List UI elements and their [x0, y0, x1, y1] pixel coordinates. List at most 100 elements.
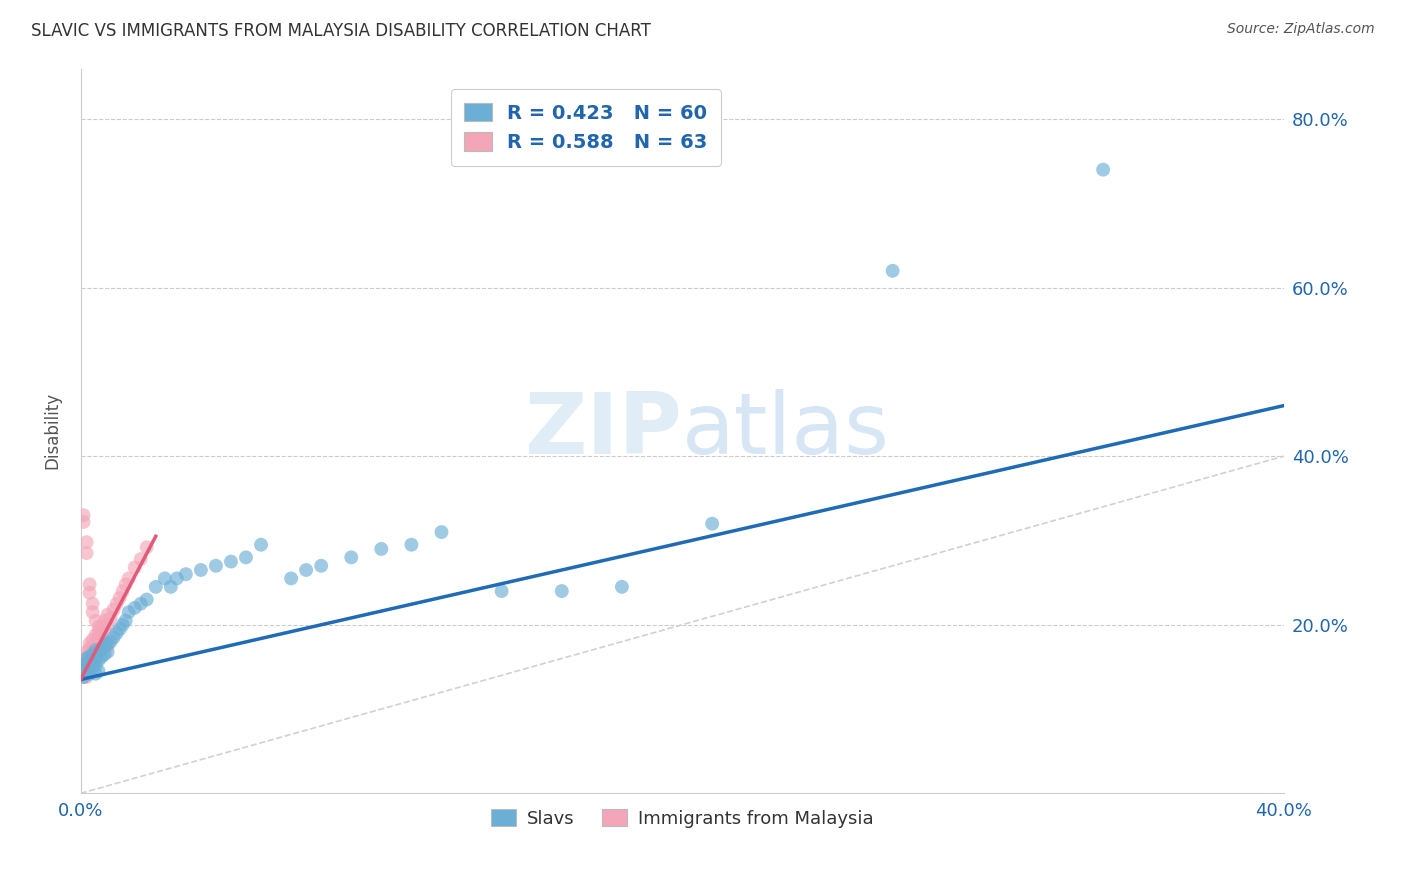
Point [72, 664, 94, 678]
Point [97, 607, 120, 622]
Y-axis label: Disability: Disability [44, 392, 60, 469]
Point [87, 631, 110, 645]
Point [145, 580, 167, 594]
Point [401, 538, 423, 552]
Point [190, 563, 212, 577]
Point [84, 643, 107, 657]
Point [79, 664, 101, 678]
Point [100, 611, 122, 625]
Point [84, 666, 107, 681]
Point [84, 649, 107, 664]
Point [174, 567, 197, 582]
Point [114, 577, 136, 591]
Point [79, 649, 101, 664]
Point [79, 666, 101, 681]
Point [135, 592, 157, 607]
Point [82, 656, 104, 670]
Point [72, 658, 94, 673]
Point [72, 664, 94, 678]
Point [72, 662, 94, 676]
Point [72, 670, 94, 684]
Point [491, 584, 513, 599]
Point [295, 563, 318, 577]
Point [76, 546, 98, 560]
Point [97, 645, 120, 659]
Point [90, 641, 112, 656]
Point [103, 602, 125, 616]
Point [76, 649, 98, 664]
Point [340, 550, 363, 565]
Point [79, 636, 101, 650]
Point [129, 597, 152, 611]
Point [82, 632, 104, 647]
Point [280, 571, 302, 585]
Point [111, 617, 134, 632]
Point [76, 656, 98, 670]
Point [93, 614, 115, 628]
Point [250, 538, 273, 552]
Point [76, 656, 98, 670]
Point [235, 550, 257, 565]
Point [219, 555, 242, 569]
Point [76, 665, 98, 680]
Point [79, 586, 101, 600]
Point [82, 597, 104, 611]
Point [82, 653, 104, 667]
Point [72, 515, 94, 529]
Point [118, 571, 141, 585]
Point [76, 662, 98, 676]
Point [84, 651, 107, 665]
Point [90, 649, 112, 664]
Point [79, 653, 101, 667]
Point [166, 571, 188, 585]
Point [108, 622, 131, 636]
Point [76, 670, 98, 684]
Point [79, 649, 101, 664]
Point [87, 636, 110, 650]
Point [87, 664, 110, 678]
Point [205, 558, 228, 573]
Point [93, 639, 115, 653]
Point [72, 668, 94, 682]
Text: atlas: atlas [682, 390, 890, 473]
Point [82, 605, 104, 619]
Point [79, 653, 101, 667]
Point [90, 628, 112, 642]
Point [79, 656, 101, 670]
Point [79, 648, 101, 662]
Point [87, 624, 110, 639]
Legend: Slavs, Immigrants from Malaysia: Slavs, Immigrants from Malaysia [484, 802, 880, 835]
Point [114, 614, 136, 628]
Point [103, 631, 125, 645]
Point [124, 601, 146, 615]
Point [882, 264, 904, 278]
Point [97, 639, 120, 653]
Point [76, 645, 98, 659]
Point [84, 643, 107, 657]
Point [72, 670, 94, 684]
Point [72, 656, 94, 670]
Point [90, 619, 112, 633]
Point [93, 634, 115, 648]
Point [93, 622, 115, 636]
Point [90, 628, 112, 642]
Point [97, 617, 120, 632]
Point [76, 662, 98, 676]
Point [702, 516, 724, 531]
Point [100, 634, 122, 648]
Point [72, 660, 94, 674]
Point [111, 584, 134, 599]
Point [79, 660, 101, 674]
Point [97, 636, 120, 650]
Point [82, 662, 104, 676]
Point [72, 658, 94, 673]
Point [430, 524, 453, 539]
Point [82, 639, 104, 653]
Point [79, 577, 101, 591]
Point [76, 666, 98, 681]
Point [159, 580, 181, 594]
Point [82, 648, 104, 662]
Point [76, 535, 98, 549]
Point [551, 584, 574, 599]
Point [153, 571, 176, 585]
